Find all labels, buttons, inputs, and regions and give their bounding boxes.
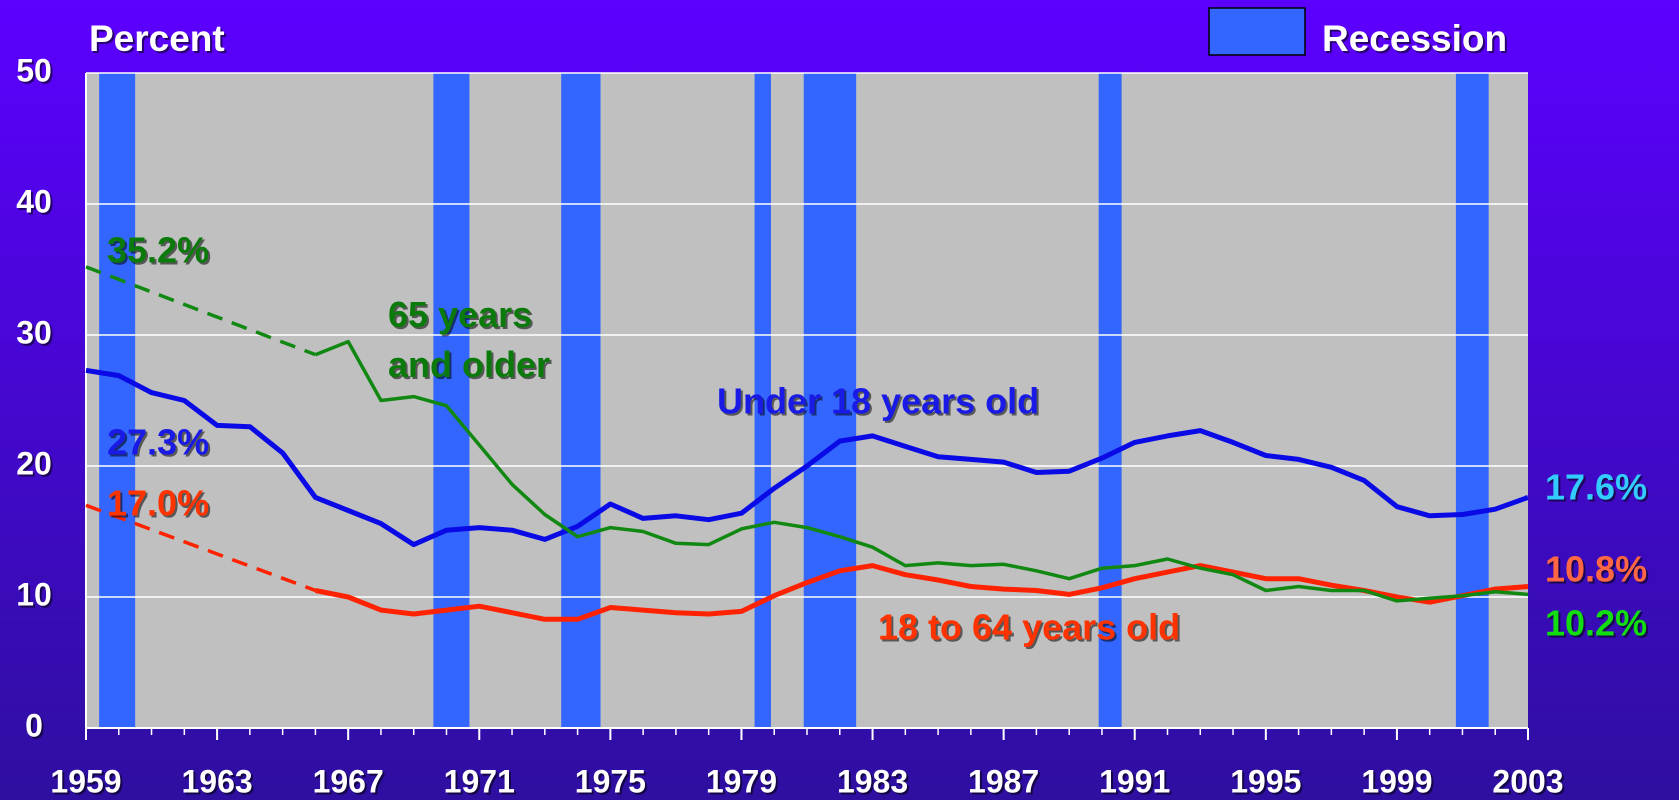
legend-swatch — [1208, 7, 1306, 56]
x-tick-label: 1983 — [837, 763, 908, 799]
recession-band — [1098, 73, 1122, 728]
recession-band — [1455, 73, 1489, 728]
series-label-line: and older — [388, 344, 550, 385]
y-axis-label: Percent — [89, 18, 225, 59]
x-tick-label: 1995 — [1230, 763, 1301, 799]
x-tick-label: 1971 — [444, 763, 515, 799]
recession-band — [754, 73, 771, 728]
value-label: 27.3% — [107, 422, 209, 463]
series-label: 65 years and older — [388, 294, 550, 385]
series-line — [314, 563, 1529, 622]
value-label: 35.2% — [107, 230, 209, 271]
y-tick-label: 0 — [25, 707, 43, 743]
legend-label: Recession — [1322, 18, 1507, 59]
value-label: 10.2% — [1545, 603, 1647, 644]
x-tick-label: 1959 — [50, 763, 121, 799]
lines — [85, 265, 1529, 622]
y-tick-label: 30 — [16, 314, 52, 350]
y-tick-label: 20 — [16, 445, 52, 481]
x-tick-label: 1999 — [1361, 763, 1432, 799]
gap-line — [85, 503, 317, 593]
y-tick-label: 40 — [16, 183, 52, 219]
y-tick-label: 50 — [16, 52, 52, 88]
x-tick-label: 1979 — [706, 763, 777, 799]
gap-line — [85, 265, 317, 357]
x-tick-label: 1987 — [968, 763, 1039, 799]
grid: 0 10 20 30 40 50 1959 1963 1967 1971 1975 1979 1983 1… — [16, 52, 1563, 799]
labels: 27.3% 17.6% Under 18 years old 17.0% 10.8% 18… — [107, 230, 1647, 648]
series-label-line: 65 years — [388, 294, 532, 335]
x-tick-label: 1967 — [313, 763, 384, 799]
x-tick-label: 2003 — [1492, 763, 1563, 799]
x-tick-label: 1991 — [1099, 763, 1170, 799]
recession-band — [433, 73, 470, 728]
value-label: 17.0% — [107, 483, 209, 524]
y-tick-label: 10 — [16, 576, 52, 612]
recession-band — [561, 73, 601, 728]
series-label: 18 to 64 years old — [878, 607, 1180, 648]
value-label: 10.8% — [1545, 549, 1647, 590]
x-tick-label: 1963 — [181, 763, 252, 799]
series-line — [314, 339, 1529, 603]
recession-band — [99, 73, 136, 728]
series-label: Under 18 years old — [717, 381, 1039, 422]
series-line — [85, 367, 1529, 548]
x-tick-label: 1975 — [575, 763, 646, 799]
value-label: 17.6% — [1545, 467, 1647, 508]
recession-band — [803, 73, 857, 728]
